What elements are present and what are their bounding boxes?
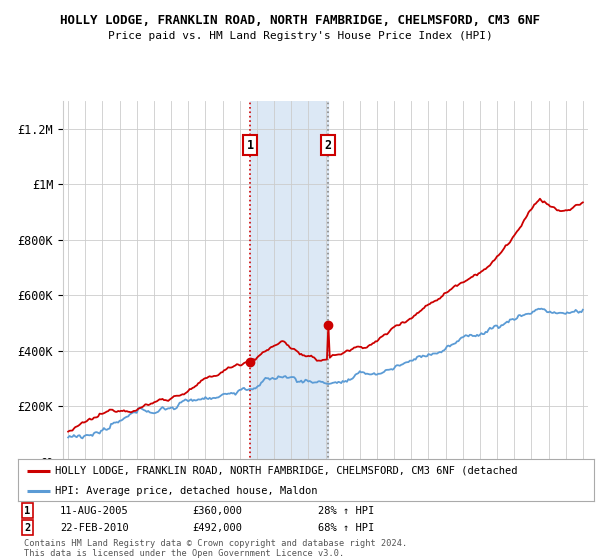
Text: HOLLY LODGE, FRANKLIN ROAD, NORTH FAMBRIDGE, CHELMSFORD, CM3 6NF (detached: HOLLY LODGE, FRANKLIN ROAD, NORTH FAMBRI… — [55, 466, 518, 476]
Text: 2: 2 — [325, 139, 332, 152]
Text: 11-AUG-2005: 11-AUG-2005 — [60, 506, 129, 516]
Text: 1: 1 — [24, 506, 30, 516]
Text: 1: 1 — [247, 139, 254, 152]
Text: 28% ↑ HPI: 28% ↑ HPI — [318, 506, 374, 516]
Text: 22-FEB-2010: 22-FEB-2010 — [60, 522, 129, 533]
Text: 68% ↑ HPI: 68% ↑ HPI — [318, 522, 374, 533]
Text: 2: 2 — [24, 522, 30, 533]
Text: HOLLY LODGE, FRANKLIN ROAD, NORTH FAMBRIDGE, CHELMSFORD, CM3 6NF: HOLLY LODGE, FRANKLIN ROAD, NORTH FAMBRI… — [60, 14, 540, 27]
Text: HPI: Average price, detached house, Maldon: HPI: Average price, detached house, Mald… — [55, 486, 318, 496]
Text: Contains HM Land Registry data © Crown copyright and database right 2024.
This d: Contains HM Land Registry data © Crown c… — [24, 539, 407, 558]
Text: £360,000: £360,000 — [192, 506, 242, 516]
Text: Price paid vs. HM Land Registry's House Price Index (HPI): Price paid vs. HM Land Registry's House … — [107, 31, 493, 41]
Text: £492,000: £492,000 — [192, 522, 242, 533]
Bar — [250, 101, 328, 462]
